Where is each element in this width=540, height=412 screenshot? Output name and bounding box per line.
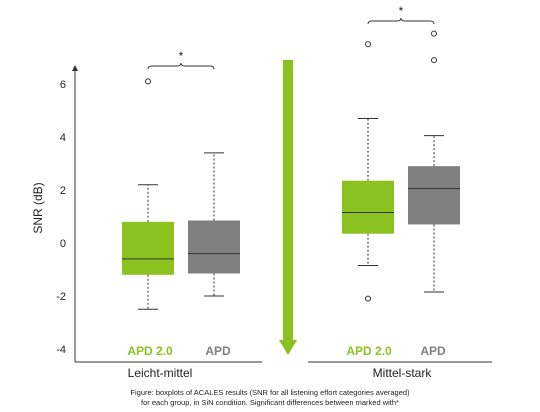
series-label: APD bbox=[205, 344, 231, 358]
series-label: APD 2.0 bbox=[346, 344, 392, 358]
caption-line-2: for each group, in SiN condition. Signif… bbox=[141, 398, 399, 407]
divider-arrow-shaft bbox=[283, 60, 293, 342]
significance-bracket bbox=[367, 17, 435, 25]
divider-arrow-head bbox=[279, 340, 297, 355]
box-apd bbox=[408, 166, 460, 225]
significance-star: * bbox=[399, 4, 404, 18]
significance-bracket bbox=[147, 62, 215, 70]
outlier-point bbox=[145, 78, 151, 85]
outlier-point bbox=[431, 30, 437, 37]
significance-star: * bbox=[179, 49, 184, 63]
y-axis-arrow bbox=[72, 65, 78, 71]
series-label: APD 2.0 bbox=[127, 344, 173, 358]
figure-caption: Figure: boxplots of ACALES results (SNR … bbox=[0, 388, 540, 408]
y-tick-label: -2 bbox=[56, 291, 66, 303]
outlier-point bbox=[365, 295, 371, 302]
box-apd bbox=[188, 220, 240, 274]
y-tick-label: -4 bbox=[56, 344, 66, 356]
outlier-point bbox=[365, 41, 371, 48]
y-tick-label: 6 bbox=[60, 79, 66, 91]
outlier-point bbox=[431, 57, 437, 64]
box-apd20 bbox=[122, 221, 174, 275]
caption-line-1: Figure: boxplots of ACALES results (SNR … bbox=[130, 388, 410, 397]
y-tick-label: 4 bbox=[60, 132, 66, 144]
boxplot-chart: -4 -2 0 2 4 6 SNR (dB) Leicht-mittel APD 2.0 APD *… bbox=[31, 4, 492, 380]
y-tick-label: 0 bbox=[60, 238, 66, 250]
y-axis-label: SNR (dB) bbox=[31, 182, 45, 233]
series-label: APD bbox=[420, 344, 446, 358]
y-tick-label: 2 bbox=[60, 185, 66, 197]
group-label: Mittel-stark bbox=[373, 366, 433, 380]
group-label: Leicht-mittel bbox=[128, 366, 193, 380]
box-apd20 bbox=[342, 180, 394, 234]
